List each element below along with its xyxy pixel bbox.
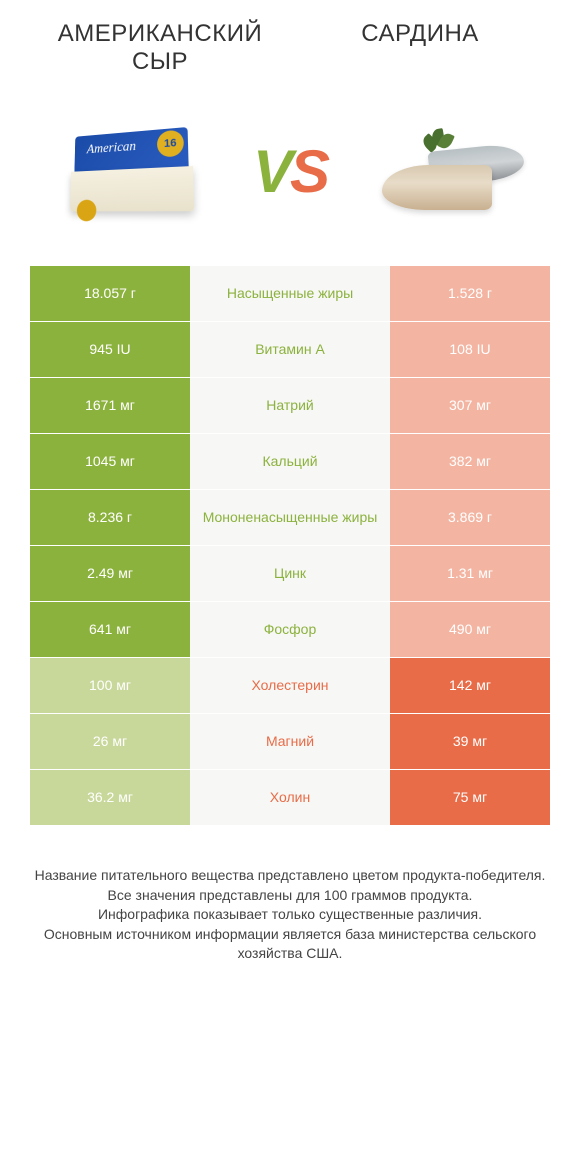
table-row: 36.2 мгХолин75 мг [30, 770, 550, 826]
nutrient-label: Натрий [190, 378, 390, 433]
nutrient-label: Насыщенные жиры [190, 266, 390, 321]
nutrient-label: Холин [190, 770, 390, 825]
right-value-cell: 3.869 г [390, 490, 550, 545]
fish-fillet-icon [382, 165, 492, 210]
right-value-cell: 39 мг [390, 714, 550, 769]
left-value-cell: 26 мг [30, 714, 190, 769]
vs-letter-s: S [290, 138, 327, 205]
left-value-cell: 945 IU [30, 322, 190, 377]
cheese-seal-icon [77, 200, 97, 222]
right-value-cell: 1.31 мг [390, 546, 550, 601]
table-row: 100 мгХолестерин142 мг [30, 658, 550, 714]
sardine-image [376, 111, 526, 231]
nutrient-label: Кальций [190, 434, 390, 489]
vs-label: VS [253, 137, 327, 206]
footer-line-1: Название питательного вещества представл… [30, 866, 550, 886]
nutrient-label: Мононенасыщенные жиры [190, 490, 390, 545]
header: АМЕРИКАНСКИЙ СЫР САРДИНА [0, 0, 580, 86]
table-row: 945 IUВитамин А108 IU [30, 322, 550, 378]
cheese-count-badge: 16 [157, 129, 184, 157]
left-value-cell: 1671 мг [30, 378, 190, 433]
right-value-cell: 490 мг [390, 602, 550, 657]
right-value-cell: 142 мг [390, 658, 550, 713]
left-value-cell: 1045 мг [30, 434, 190, 489]
footer-notes: Название питательного вещества представл… [0, 826, 580, 984]
images-row: American 16 VS [0, 86, 580, 266]
left-value-cell: 36.2 мг [30, 770, 190, 825]
table-row: 26 мгМагний39 мг [30, 714, 550, 770]
left-value-cell: 641 мг [30, 602, 190, 657]
left-value-cell: 8.236 г [30, 490, 190, 545]
table-row: 8.236 гМононенасыщенные жиры3.869 г [30, 490, 550, 546]
table-row: 1045 мгКальций382 мг [30, 434, 550, 490]
left-value-cell: 100 мг [30, 658, 190, 713]
footer-line-3: Инфографика показывает только существенн… [30, 905, 550, 925]
table-row: 2.49 мгЦинк1.31 мг [30, 546, 550, 602]
nutrient-label: Витамин А [190, 322, 390, 377]
nutrient-label: Холестерин [190, 658, 390, 713]
table-row: 18.057 гНасыщенные жиры1.528 г [30, 266, 550, 322]
right-value-cell: 382 мг [390, 434, 550, 489]
footer-line-2: Все значения представлены для 100 граммо… [30, 886, 550, 906]
nutrient-label: Цинк [190, 546, 390, 601]
left-value-cell: 2.49 мг [30, 546, 190, 601]
comparison-table: 18.057 гНасыщенные жиры1.528 г945 IUВита… [0, 266, 580, 826]
vs-letter-v: V [253, 138, 290, 205]
nutrient-label: Фосфор [190, 602, 390, 657]
right-value-cell: 108 IU [390, 322, 550, 377]
cheese-image: American 16 [54, 111, 204, 231]
left-product-title: АМЕРИКАНСКИЙ СЫР [30, 20, 290, 76]
right-value-cell: 75 мг [390, 770, 550, 825]
nutrient-label: Магний [190, 714, 390, 769]
right-product-title: САРДИНА [290, 20, 550, 76]
right-value-cell: 307 мг [390, 378, 550, 433]
right-value-cell: 1.528 г [390, 266, 550, 321]
cheese-package-label: American [87, 139, 136, 158]
left-value-cell: 18.057 г [30, 266, 190, 321]
table-row: 1671 мгНатрий307 мг [30, 378, 550, 434]
footer-line-4: Основным источником информации является … [30, 925, 550, 964]
table-row: 641 мгФосфор490 мг [30, 602, 550, 658]
